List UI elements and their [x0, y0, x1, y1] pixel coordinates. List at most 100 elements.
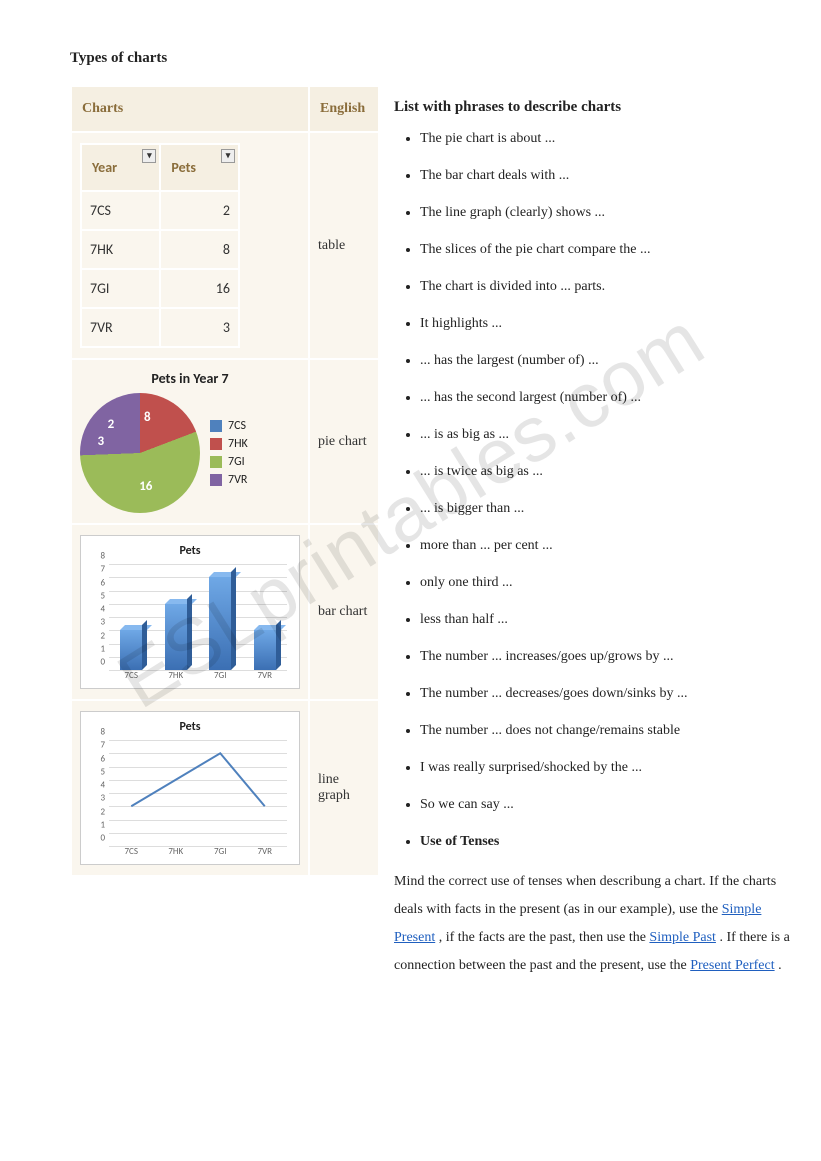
phrase-item: It highlights ...	[420, 313, 791, 334]
chart-cell-line: Pets 0123456787CS7HK7GI7VR	[71, 700, 309, 876]
pie-slice-label: 16	[139, 479, 152, 494]
excel-row: 7HK8	[81, 230, 239, 269]
excel-cell: 7VR	[81, 308, 160, 347]
legend-label: 7VR	[228, 473, 247, 487]
y-tick-label: 1	[100, 819, 105, 830]
legend-item: 7HK	[210, 437, 248, 451]
y-tick-label: 7	[100, 740, 105, 751]
phrase-item: So we can say ...	[420, 794, 791, 815]
excel-col-pets: Pets▾	[160, 144, 239, 191]
y-tick-label: 5	[100, 766, 105, 777]
charts-column: Charts English Year▾ Pets▾	[70, 85, 380, 877]
bar	[254, 630, 276, 670]
phrases-column: List with phrases to describe charts The…	[380, 85, 791, 980]
chart-type-label: bar chart	[309, 524, 379, 700]
col-header-charts: Charts	[71, 86, 309, 132]
phrase-item: more than ... per cent ...	[420, 535, 791, 556]
phrase-item: The slices of the pie chart compare the …	[420, 239, 791, 260]
phrase-item: The bar chart deals with ...	[420, 165, 791, 186]
phrase-item: The number ... decreases/goes down/sinks…	[420, 683, 791, 704]
line-path	[109, 740, 287, 846]
excel-col-year: Year▾	[81, 144, 160, 191]
phrase-item: ... is bigger than ...	[420, 498, 791, 519]
excel-cell: 3	[160, 308, 239, 347]
x-tick-label: 7CS	[109, 670, 154, 684]
excel-cell: 8	[160, 230, 239, 269]
pie-chart: 28163	[80, 393, 200, 513]
phrase-item: ... has the largest (number of) ...	[420, 350, 791, 371]
dropdown-icon: ▾	[221, 149, 235, 163]
chart-cell-table: Year▾ Pets▾ 7CS27HK87GI167VR3	[71, 132, 309, 359]
bar	[120, 630, 142, 670]
phrase-item: I was really surprised/shocked by the ..…	[420, 757, 791, 778]
phrase-item: The pie chart is about ...	[420, 128, 791, 149]
legend-item: 7VR	[210, 473, 248, 487]
legend-label: 7HK	[228, 437, 248, 451]
legend-swatch	[210, 438, 222, 450]
y-tick-label: 1	[100, 643, 105, 654]
legend-label: 7CS	[228, 419, 246, 433]
link-present-perfect[interactable]: Present Perfect	[690, 958, 774, 973]
y-tick-label: 2	[100, 806, 105, 817]
phrase-item: The number ... does not change/remains s…	[420, 720, 791, 741]
excel-row: 7CS2	[81, 191, 239, 230]
phrase-item: only one third ...	[420, 572, 791, 593]
pie-legend: 7CS 7HK 7GI 7VR	[210, 415, 248, 491]
tenses-text: Mind the correct use of tenses when desc…	[394, 874, 776, 917]
phrase-item: ... is as big as ...	[420, 424, 791, 445]
y-tick-label: 8	[100, 551, 105, 562]
legend-swatch	[210, 420, 222, 432]
chart-type-label: table	[309, 132, 379, 359]
y-tick-label: 0	[100, 833, 105, 844]
legend-item: 7GI	[210, 455, 248, 469]
phrase-item: ... is twice as big as ...	[420, 461, 791, 482]
y-tick-label: 4	[100, 604, 105, 615]
chart-cell-bar: Pets 0123456787CS7HK7GI7VR	[71, 524, 309, 700]
line-title: Pets	[87, 720, 293, 734]
x-tick-label: 7VR	[243, 670, 288, 684]
charts-table: Charts English Year▾ Pets▾	[70, 85, 380, 877]
excel-cell: 7CS	[81, 191, 160, 230]
y-tick-label: 2	[100, 630, 105, 641]
phrase-item: less than half ...	[420, 609, 791, 630]
table-row: Pets 0123456787CS7HK7GI7VR line graph	[71, 700, 379, 876]
chart-cell-pie: Pets in Year 7 28163 7CS7HK7GI7VR	[71, 359, 309, 524]
link-simple-past[interactable]: Simple Past	[649, 930, 716, 945]
legend-swatch	[210, 474, 222, 486]
chart-type-label: pie chart	[309, 359, 379, 524]
y-tick-label: 6	[100, 753, 105, 764]
table-row: Pets in Year 7 28163 7CS7HK7GI7VR pie ch…	[71, 359, 379, 524]
tenses-text: , if the facts are the past, then use th…	[439, 930, 650, 945]
x-tick-label: 7CS	[109, 846, 154, 860]
bar	[209, 577, 231, 670]
y-tick-label: 6	[100, 577, 105, 588]
phrase-item: ... has the second largest (number of) .…	[420, 387, 791, 408]
excel-cell: 7GI	[81, 269, 160, 308]
x-tick-label: 7HK	[154, 670, 199, 684]
line-chart: Pets 0123456787CS7HK7GI7VR	[80, 711, 300, 865]
x-tick-label: 7HK	[154, 846, 199, 860]
table-row: Year▾ Pets▾ 7CS27HK87GI167VR3 table	[71, 132, 379, 359]
legend-item: 7CS	[210, 419, 248, 433]
excel-cell: 2	[160, 191, 239, 230]
bar	[165, 604, 187, 670]
excel-cell: 16	[160, 269, 239, 308]
phrase-list: The pie chart is about ... The bar chart …	[398, 128, 791, 852]
y-tick-label: 3	[100, 617, 105, 628]
legend-swatch	[210, 456, 222, 468]
y-tick-label: 4	[100, 780, 105, 791]
y-tick-label: 8	[100, 727, 105, 738]
pie-slice-label: 2	[108, 417, 115, 432]
bar-title: Pets	[87, 544, 293, 558]
phrases-heading: List with phrases to describe charts	[394, 99, 791, 116]
phrase-item: The chart is divided into ... parts.	[420, 276, 791, 297]
excel-row: 7GI16	[81, 269, 239, 308]
bar-chart: Pets 0123456787CS7HK7GI7VR	[80, 535, 300, 689]
phrase-item: The line graph (clearly) shows ...	[420, 202, 791, 223]
excel-row: 7VR3	[81, 308, 239, 347]
y-tick-label: 0	[100, 657, 105, 668]
pie-slice-label: 8	[144, 410, 151, 425]
page-title: Types of charts	[70, 50, 791, 67]
x-tick-label: 7GI	[198, 846, 243, 860]
col-header-english: English	[309, 86, 379, 132]
